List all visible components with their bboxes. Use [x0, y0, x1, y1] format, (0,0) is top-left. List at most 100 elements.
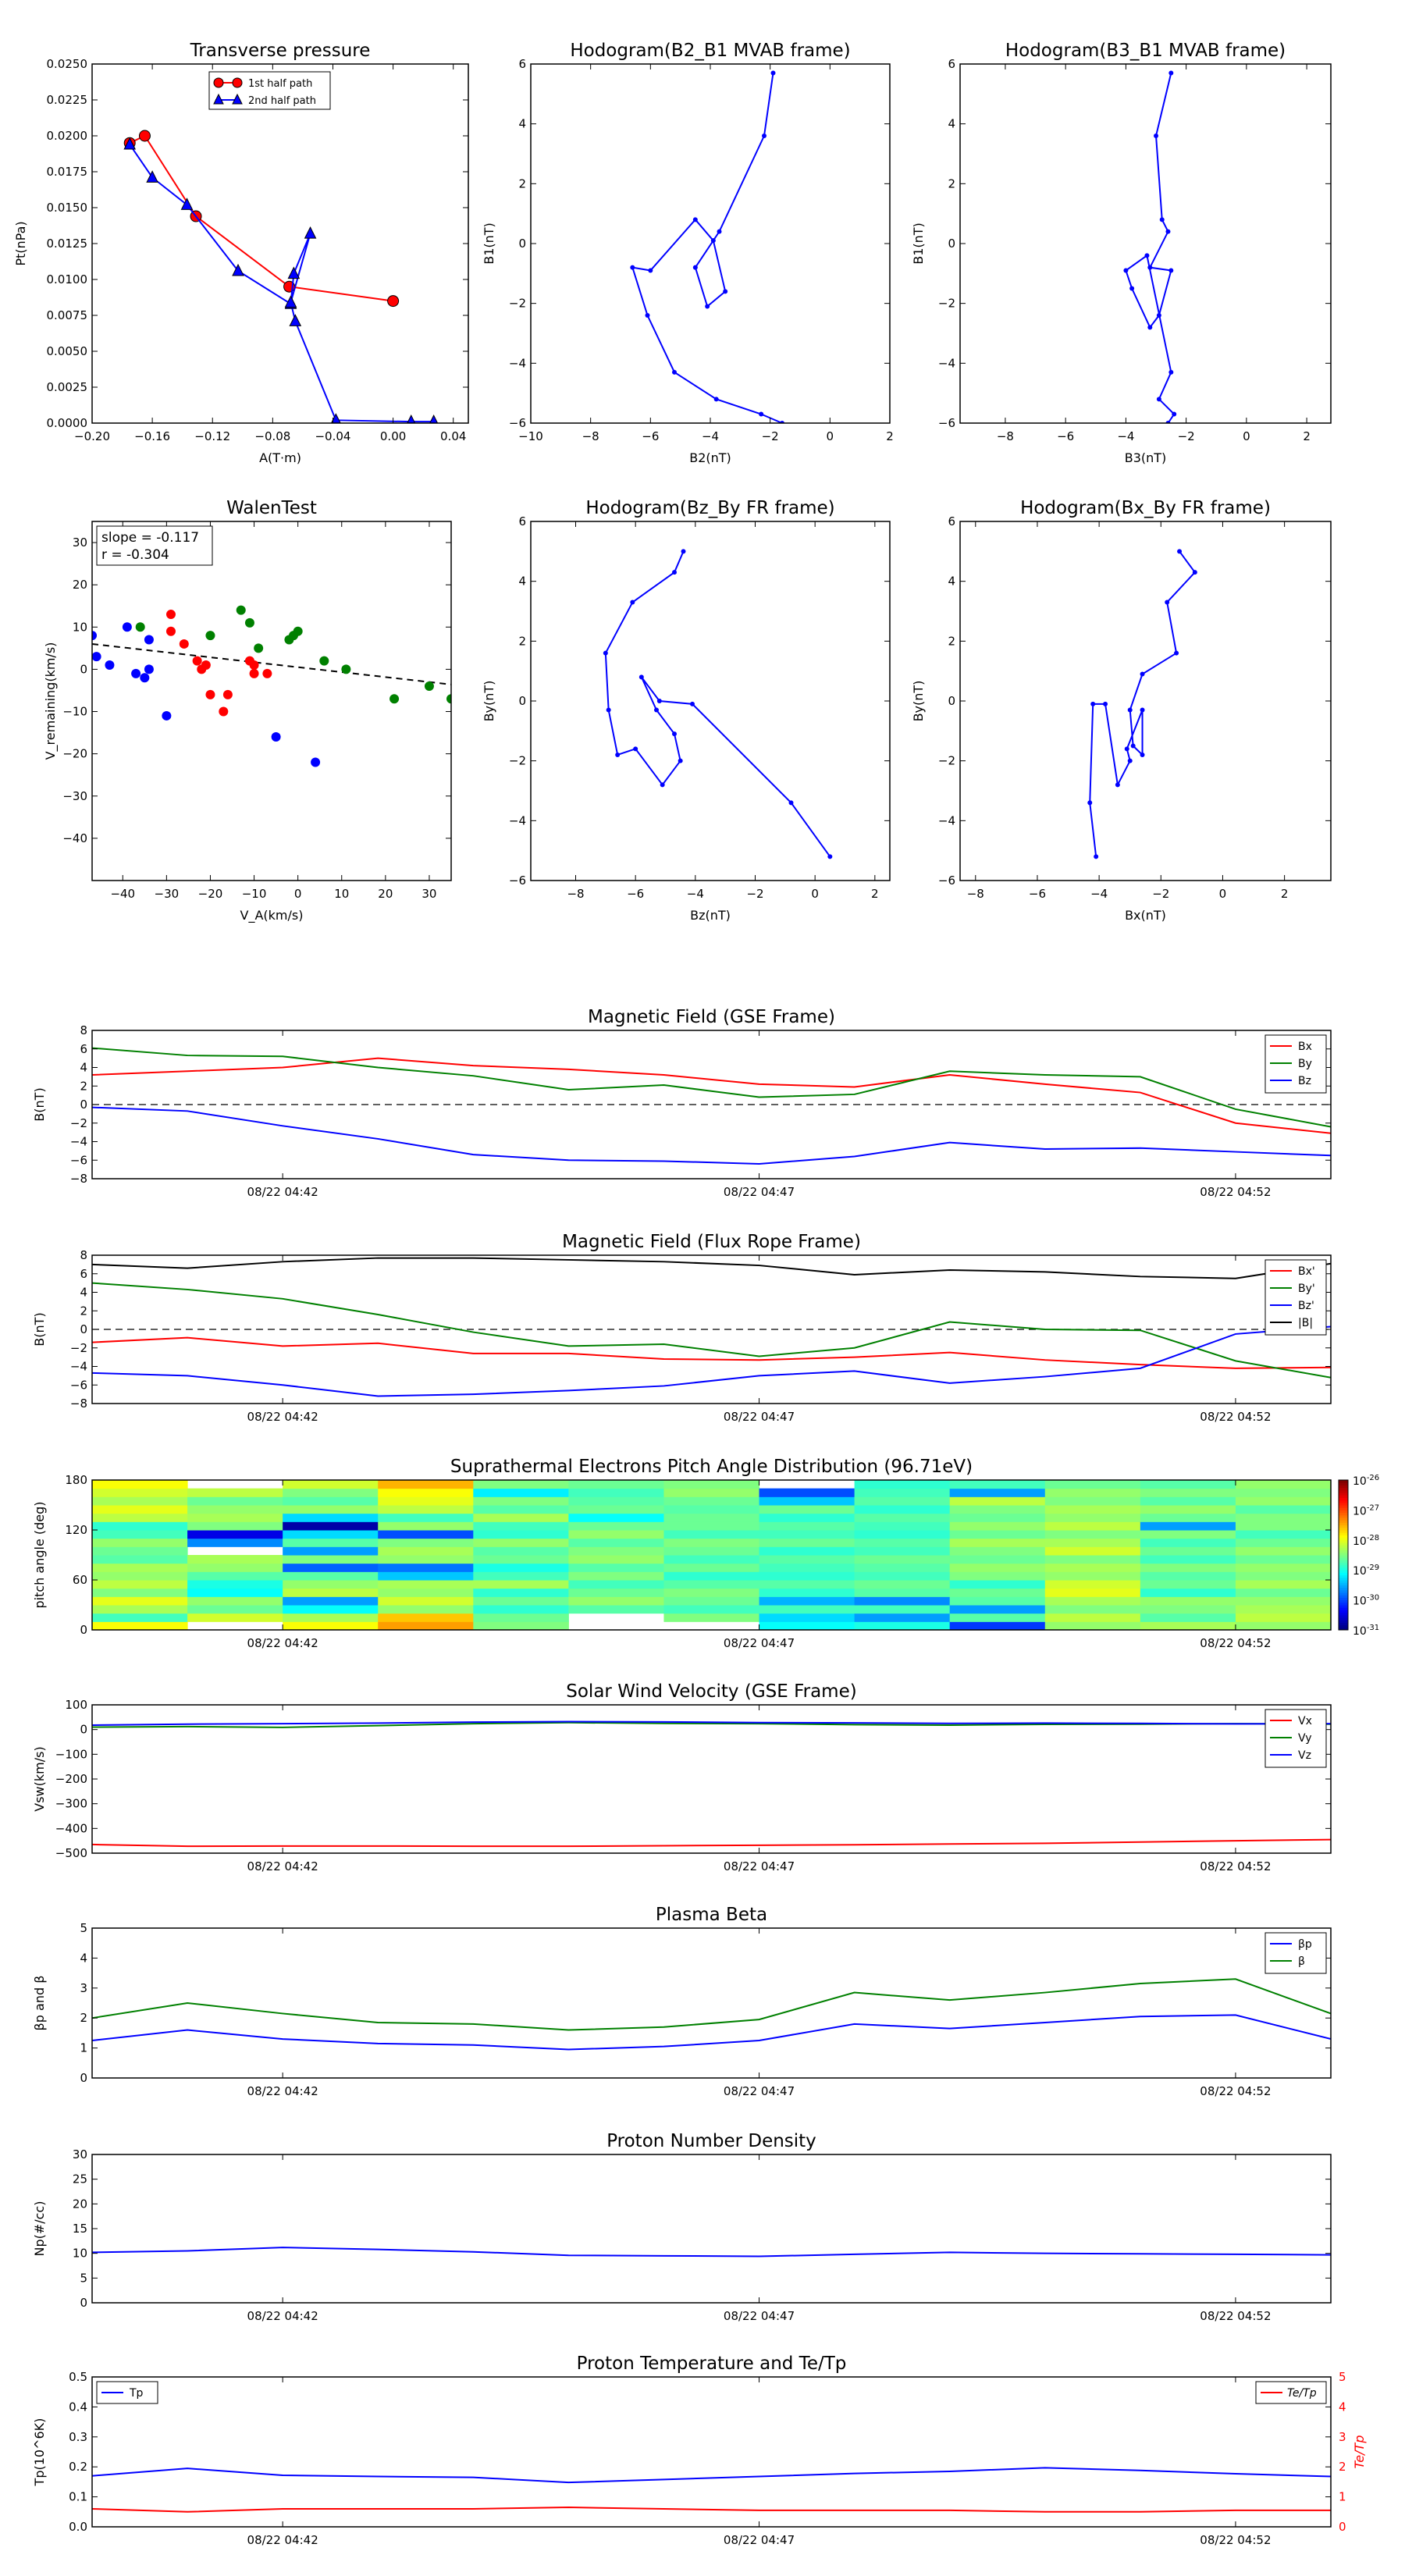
y-tick-label: −6 [70, 1378, 87, 1392]
y-tick-label: 120 [65, 1523, 87, 1537]
x-tick-label: 08/22 04:47 [724, 1636, 795, 1650]
data-point [1140, 753, 1145, 757]
heatmap-cell [473, 1521, 569, 1531]
y-tick-label: 0.2 [69, 2460, 87, 2474]
colorbar-segment [1339, 1520, 1348, 1523]
y-tick-label: 4 [518, 575, 526, 589]
x-tick-label: 2 [1303, 429, 1311, 443]
y-tick-label: 0.0225 [47, 93, 88, 107]
heatmap-cell [759, 1588, 855, 1597]
y-tick-label: −4 [70, 1135, 87, 1149]
x-tick-label: 08/22 04:42 [247, 2084, 318, 2098]
y-tick-label: 2 [518, 634, 526, 648]
data-point [123, 137, 137, 150]
heatmap-cell [854, 1513, 951, 1522]
heatmap-cell [378, 1588, 474, 1597]
heatmap-cell [759, 1580, 855, 1589]
data-point [92, 631, 97, 641]
heatmap-cell [759, 1496, 855, 1506]
heatmap-cell [187, 1496, 283, 1506]
heatmap-cell [92, 1496, 188, 1506]
y-tick-label: 4 [948, 117, 955, 131]
series-line [92, 1978, 1331, 2031]
colorbar-segment [1339, 1585, 1348, 1589]
y-tick-label: 10 [73, 2247, 87, 2261]
heatmap-cell [1140, 1496, 1236, 1506]
series-line [92, 1838, 1331, 1848]
data-point [1130, 743, 1136, 749]
y-tick-label: −200 [55, 1772, 87, 1786]
colorbar-segment [1339, 1617, 1348, 1621]
colorbar-tick-label: 10-26 [1353, 1474, 1379, 1488]
colorbar-segment [1339, 1507, 1348, 1510]
chart-3: −40 −30 −20 −10 0 10 20 30 −40 −30 −20 −10 0 10 20 30 Wa… [43, 498, 452, 923]
x-axis-label: B2(nT) [689, 450, 731, 465]
chart-11: 0 5 10 15 20 25 30 08/22 04:42 08/22 04:47 08/22 … [32, 2131, 1332, 2323]
y-tick-label: 0 [518, 237, 526, 251]
x-tick-label: −4 [687, 887, 704, 901]
chart-8: 0 60 120 180 08/22 04:42 08/22 04:47 08/22 04:… [32, 1457, 1379, 1650]
heatmap-cell [92, 1621, 188, 1631]
colorbar-segment [1339, 1514, 1348, 1518]
chart-title: Hodogram(Bz_By FR frame) [585, 498, 834, 518]
heatmap-cell [283, 1596, 379, 1606]
heatmap-cell [1140, 1588, 1236, 1597]
colorbar-segment [1339, 1589, 1348, 1593]
heatmap-cell [378, 1596, 474, 1606]
data-point [135, 622, 145, 632]
x-tick-label: −6 [1057, 429, 1074, 443]
data-point [606, 707, 611, 713]
colorbar-segment [1339, 1485, 1348, 1489]
colorbar-segment [1339, 1525, 1348, 1528]
heatmap-cell [1235, 1538, 1332, 1547]
data-point [1127, 707, 1133, 713]
y-tick-label: −2 [70, 1341, 87, 1355]
heatmap-cell [1140, 1613, 1236, 1622]
y-tick-label: −6 [938, 873, 955, 888]
series-line [129, 134, 393, 302]
data-point [1165, 600, 1170, 605]
series-line [1089, 550, 1197, 857]
y-tick-label: −6 [70, 1153, 87, 1167]
heatmap-cell [473, 1596, 569, 1606]
colorbar-segment [1339, 1582, 1348, 1585]
heatmap-cell [378, 1580, 474, 1589]
heatmap-cell [1140, 1621, 1236, 1631]
x-tick-label: −2 [1152, 887, 1169, 901]
plot-area [92, 605, 451, 767]
heatmap-cell [187, 1538, 283, 1547]
data-point [1168, 70, 1174, 76]
heatmap-cell [568, 1605, 664, 1614]
x-tick-label: −2 [1178, 429, 1195, 443]
x-tick-label: −8 [582, 429, 599, 443]
heatmap-cell [1044, 1613, 1141, 1622]
y-tick-label: 0.0125 [47, 237, 88, 251]
heatmap-cell [854, 1496, 951, 1506]
heatmap-cell [1235, 1513, 1332, 1522]
y-tick-label: 30 [73, 535, 87, 550]
heatmap-cell [1140, 1580, 1236, 1589]
data-point [446, 694, 451, 704]
heatmap-cell [378, 1613, 474, 1622]
y-tick-label: −4 [938, 813, 955, 827]
data-point [827, 854, 833, 859]
x-tick-label: 2 [886, 429, 894, 443]
y-axis-label: Pt(nPa) [13, 221, 28, 265]
heatmap-cell [949, 1563, 1046, 1572]
heatmap-cell [568, 1596, 664, 1606]
heatmap-cell [854, 1538, 951, 1547]
series-line [92, 1720, 1331, 1726]
heatmap-cell [759, 1563, 855, 1572]
colorbar-segment [1339, 1480, 1348, 1483]
x-tick-label: −20 [198, 887, 223, 901]
data-point [1129, 286, 1135, 291]
heatmap-cell [92, 1530, 188, 1539]
heatmap-cell [663, 1521, 760, 1531]
heatmap-cell [854, 1546, 951, 1556]
x-tick-label: 30 [422, 887, 436, 901]
heatmap-cell [949, 1605, 1046, 1614]
data-point [92, 652, 101, 662]
data-point [633, 746, 638, 752]
x-tick-label: −0.16 [134, 429, 170, 443]
heatmap-cell [187, 1505, 283, 1514]
